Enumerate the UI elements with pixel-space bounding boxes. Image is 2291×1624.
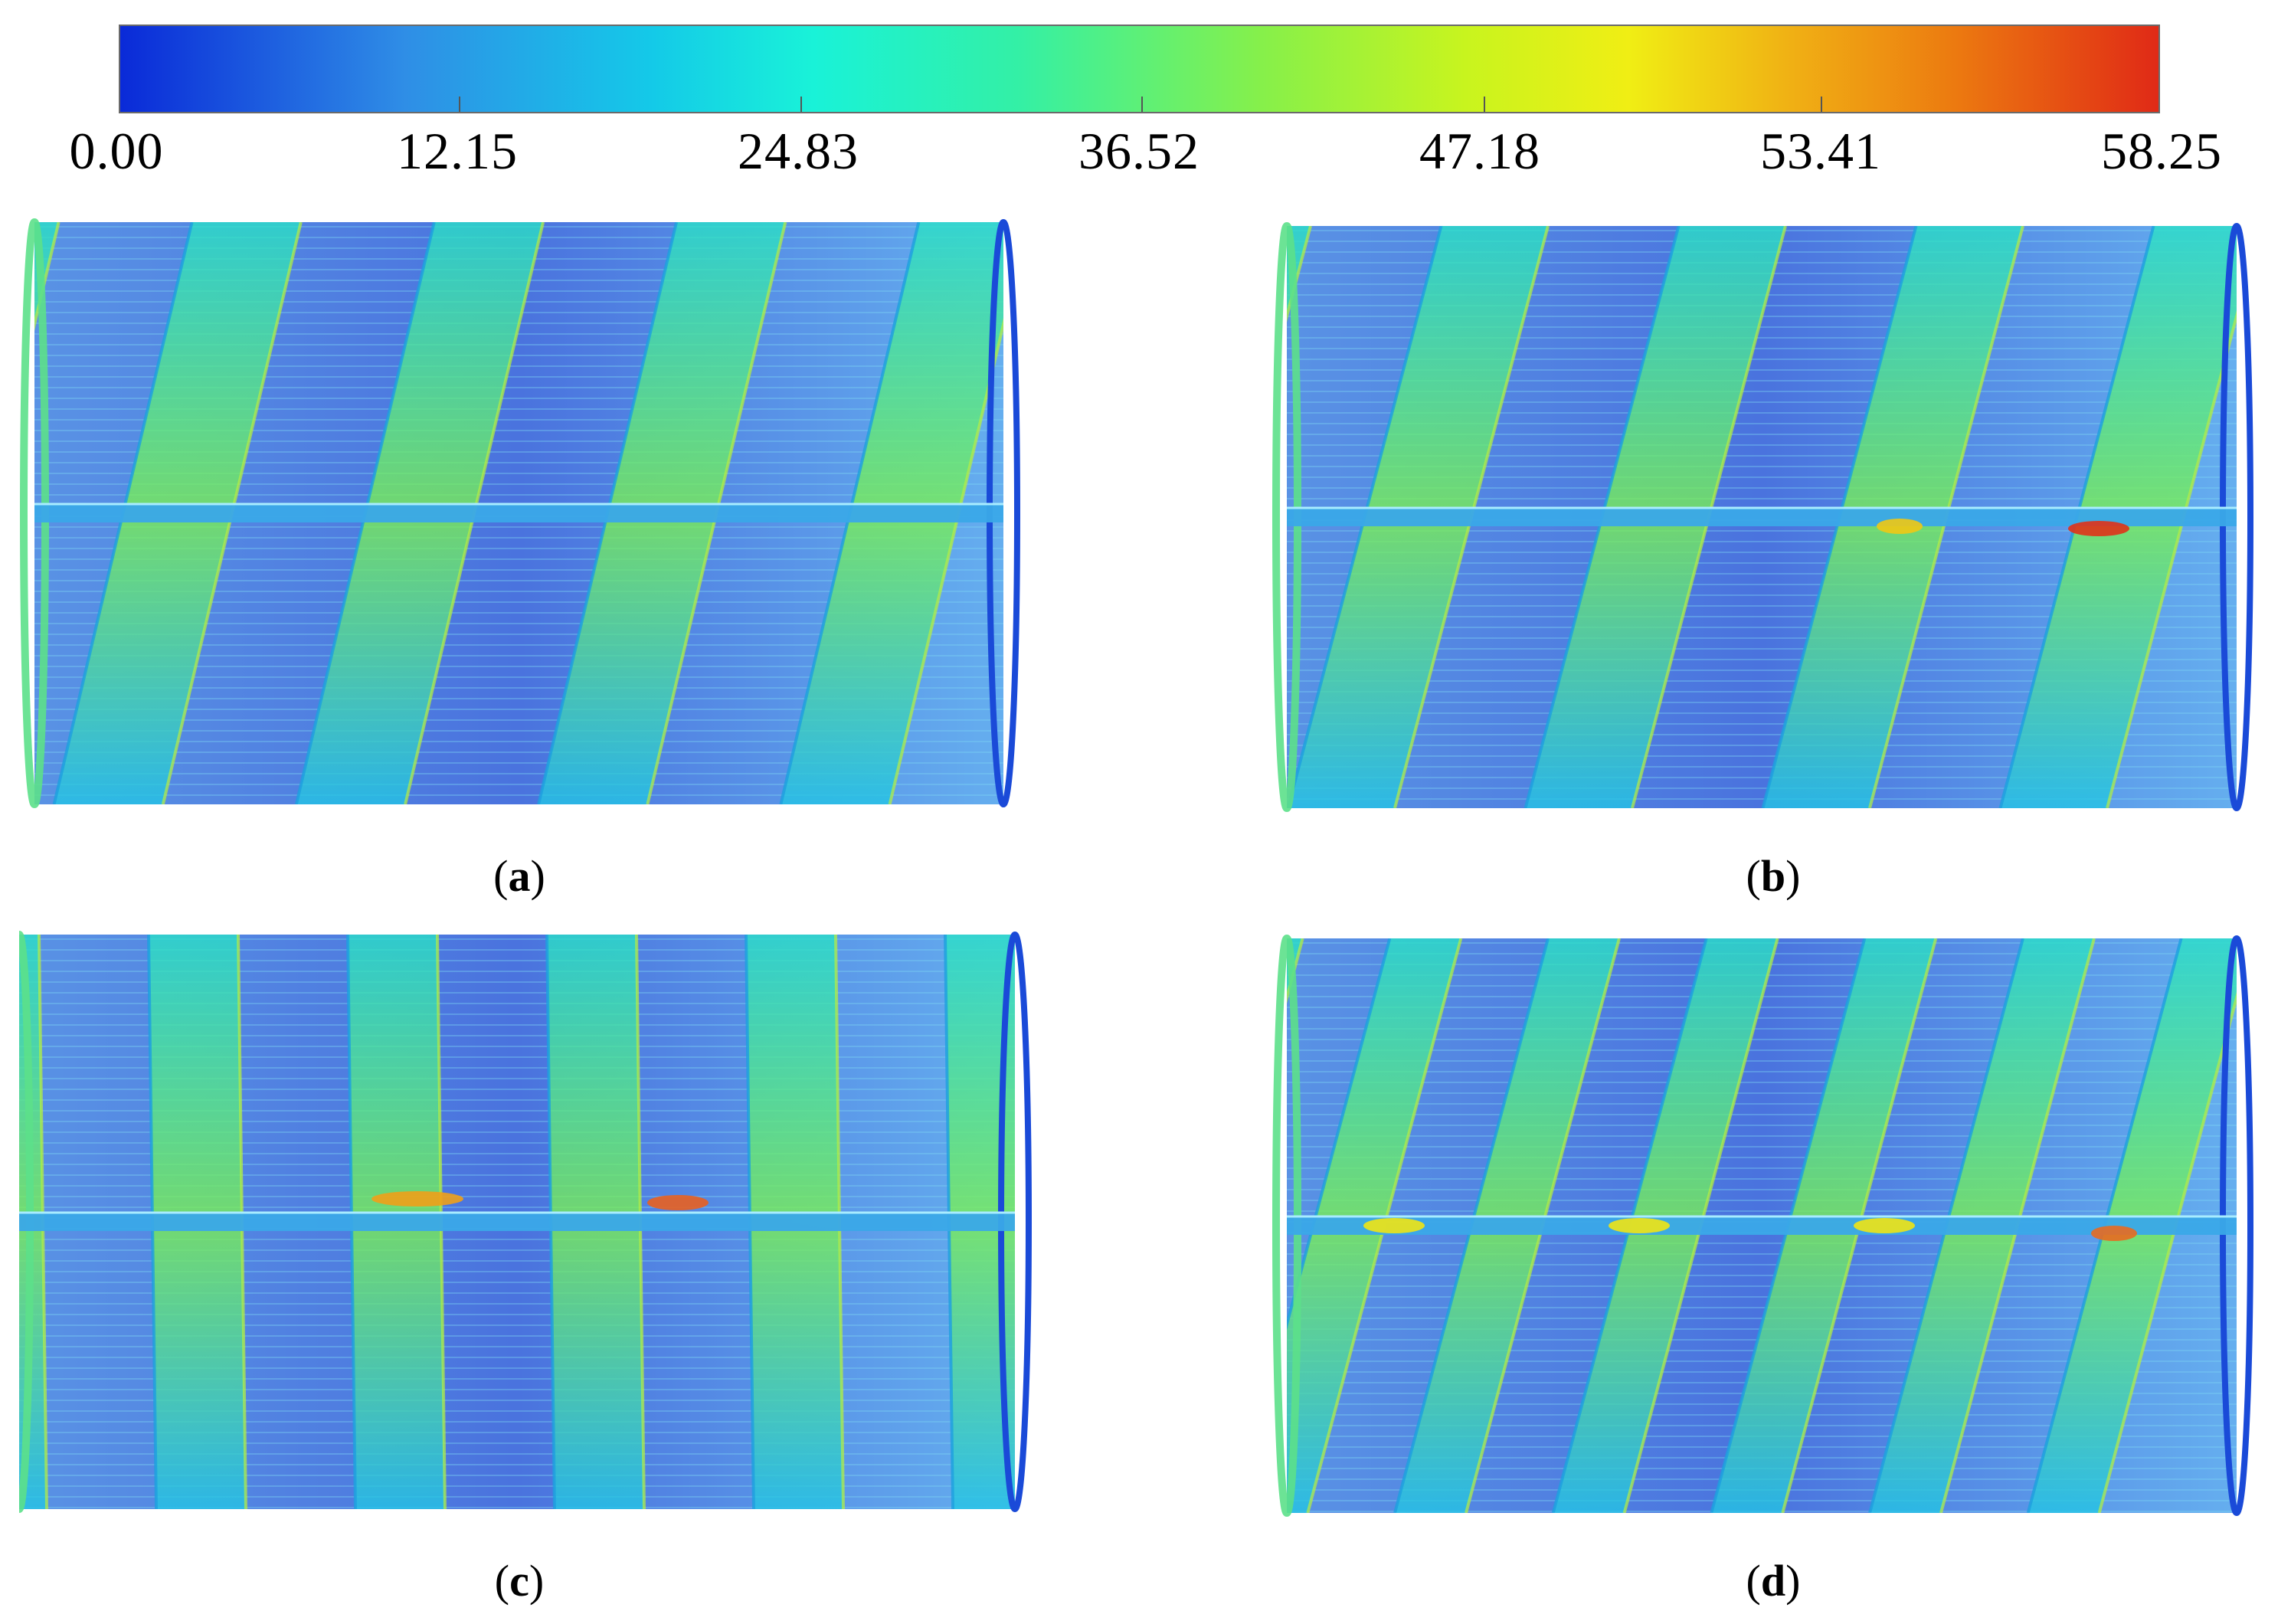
colorbar-label: 47.18 <box>1419 122 1540 180</box>
colorbar-label: 53.41 <box>1760 122 1881 180</box>
panel-caption-d: (d) <box>1746 1556 1801 1606</box>
panel-caption-b: (b) <box>1746 851 1801 901</box>
velocity-vector-panel-a <box>19 214 1038 812</box>
colorbar-label: 24.83 <box>738 122 859 180</box>
panel-caption-c: (c) <box>494 1556 545 1606</box>
colorbar-label: 36.52 <box>1078 122 1200 180</box>
colorbar-tick <box>800 97 802 112</box>
vector-field-image <box>19 214 1038 812</box>
colorbar-label: 0.00 <box>69 122 164 180</box>
colorbar-label: 12.15 <box>397 122 518 180</box>
velocity-vector-panel-b <box>1272 218 2267 816</box>
colorbar-tick <box>1821 97 1822 112</box>
velocity-color-bar <box>119 25 2160 113</box>
colorbar-label: 58.25 <box>2101 122 2222 180</box>
panel-caption-a: (a) <box>493 851 545 901</box>
colorbar-tick <box>1141 97 1143 112</box>
vector-field-image <box>1272 218 2267 816</box>
colorbar-tick <box>459 97 460 112</box>
colorbar-tick <box>1484 97 1485 112</box>
vector-field-image <box>1272 923 2267 1521</box>
velocity-vector-panel-d <box>1272 923 2267 1521</box>
velocity-vector-panel-c <box>19 919 1038 1517</box>
vector-field-image <box>19 919 1038 1517</box>
